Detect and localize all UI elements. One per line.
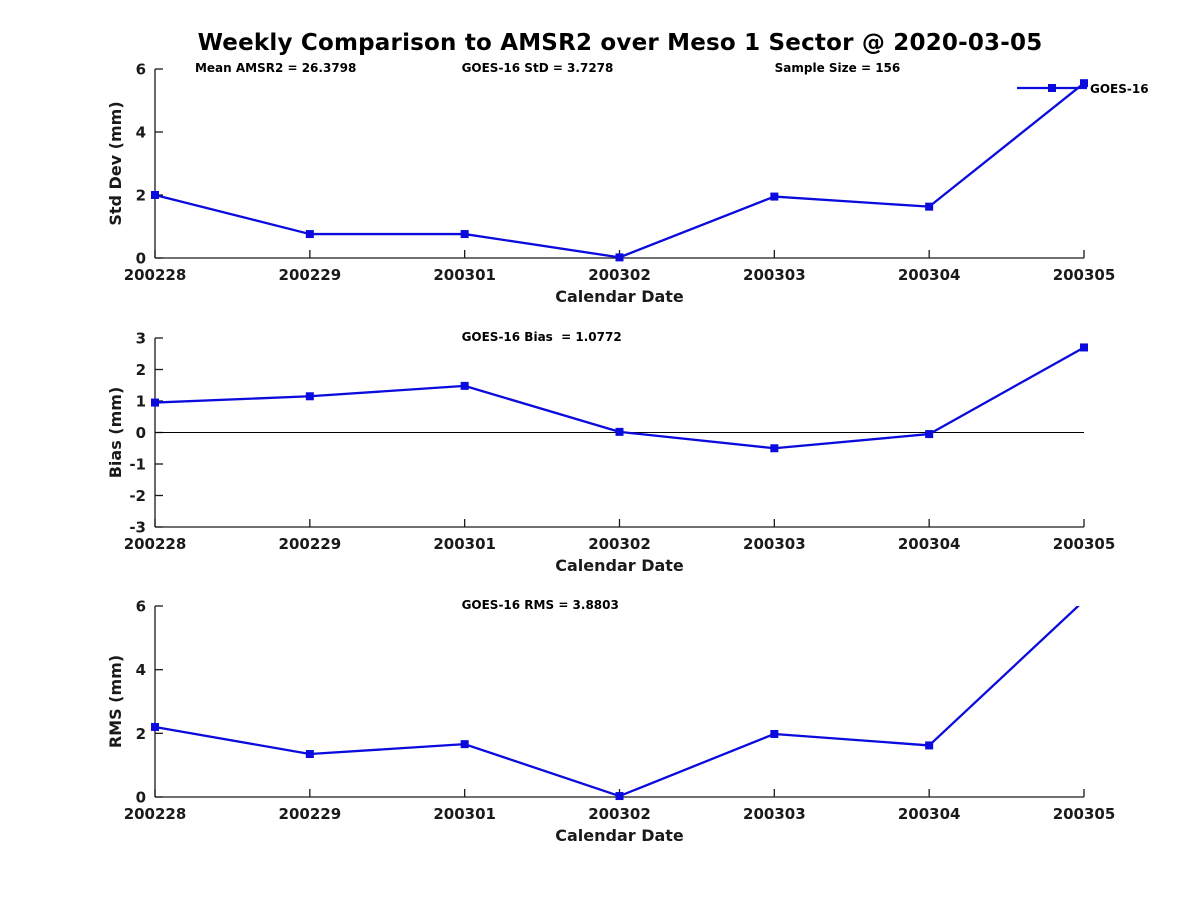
y-tick-label: 0 — [136, 789, 146, 807]
series-group — [151, 606, 1080, 801]
x-tick-label: 200301 — [433, 535, 496, 553]
x-tick-label: 200301 — [433, 805, 496, 823]
y-tick-label: 6 — [136, 598, 146, 616]
series-group — [151, 343, 1088, 453]
annotation: Sample Size = 156 — [775, 61, 901, 75]
y-tick-label: 4 — [136, 124, 146, 142]
x-tick-label: 200305 — [1053, 535, 1116, 553]
y-tick-label: 0 — [136, 250, 146, 268]
data-line — [154, 606, 1080, 798]
y-tick-label: -2 — [129, 487, 146, 505]
y-tick-label: 6 — [136, 61, 146, 79]
x-tick-label: 200229 — [279, 535, 342, 553]
x-tick-label: 200301 — [433, 266, 496, 284]
y-tick-label: 4 — [136, 661, 146, 679]
annotation: GOES-16 Bias = 1.0772 — [462, 330, 622, 344]
y-tick-label: 2 — [136, 725, 146, 743]
x-tick-label: 200228 — [124, 266, 187, 284]
y-tick-label: 0 — [136, 424, 146, 442]
x-tick-label: 200302 — [588, 535, 651, 553]
y-tick-label: 2 — [136, 361, 146, 379]
x-tick-label: 200305 — [1053, 266, 1116, 284]
data-point-marker — [1080, 79, 1088, 88]
x-tick-label: 200303 — [743, 805, 806, 823]
data-point-marker — [770, 192, 779, 201]
subplot-0: 0 2 4 6 200228 200229 200301 200302 200303 200304… — [106, 61, 1149, 307]
x-tick-label: 200304 — [898, 805, 961, 823]
annotation: Mean AMSR2 = 26.3798 — [195, 61, 356, 75]
x-tick-label: 200305 — [1053, 805, 1116, 823]
x-tick-label: 200229 — [279, 805, 342, 823]
data-point-marker — [1080, 343, 1088, 352]
y-tick-label: 2 — [136, 187, 146, 205]
data-point-marker — [615, 792, 624, 801]
x-tick-label: 200303 — [743, 535, 806, 553]
x-tick-label: 200228 — [124, 805, 187, 823]
data-point-marker — [460, 230, 469, 239]
data-point-marker — [770, 444, 779, 453]
data-point-marker — [305, 392, 314, 401]
data-point-marker — [615, 427, 624, 436]
data-point-marker — [925, 741, 934, 750]
y-axis-title: Std Dev (mm) — [106, 101, 125, 225]
data-point-marker — [305, 750, 314, 759]
data-point-marker — [151, 398, 159, 407]
data-point-marker — [460, 381, 469, 390]
legend-label: GOES-16 — [1090, 82, 1149, 96]
x-axis-title: Calendar Date — [555, 826, 684, 845]
data-line — [154, 82, 1085, 259]
x-axis-title: Calendar Date — [555, 556, 684, 575]
y-tick-label: 3 — [136, 330, 146, 348]
y-tick-label: -3 — [129, 519, 146, 537]
x-tick-label: 200303 — [743, 266, 806, 284]
y-axis-title: Bias (mm) — [106, 387, 125, 479]
data-point-marker — [151, 722, 159, 731]
x-axis-title: Calendar Date — [555, 287, 684, 306]
data-point-marker — [925, 202, 934, 211]
x-tick-label: 200304 — [898, 266, 961, 284]
data-point-marker — [151, 191, 159, 199]
subplot-2: 0 2 4 6 200228 200229 200301 200302 200303 200304… — [106, 598, 1115, 846]
data-point-marker — [305, 230, 314, 239]
x-tick-label: 200228 — [124, 535, 187, 553]
y-axis-title: RMS (mm) — [106, 655, 125, 748]
x-tick-label: 200229 — [279, 266, 342, 284]
x-tick-label: 200302 — [588, 805, 651, 823]
data-point-marker — [770, 729, 779, 738]
data-point-marker — [460, 740, 469, 749]
x-tick-label: 200304 — [898, 535, 961, 553]
series-group — [151, 79, 1088, 262]
y-tick-label: -1 — [129, 456, 146, 474]
annotation: GOES-16 StD = 3.7278 — [462, 61, 614, 75]
legend-marker — [1048, 84, 1056, 92]
annotation: GOES-16 RMS = 3.8803 — [462, 598, 619, 612]
figure-title: Weekly Comparison to AMSR2 over Meso 1 S… — [197, 30, 1043, 56]
data-point-marker — [615, 253, 624, 262]
data-point-marker — [925, 430, 934, 439]
y-tick-label: 1 — [136, 393, 146, 411]
x-tick-label: 200302 — [588, 266, 651, 284]
